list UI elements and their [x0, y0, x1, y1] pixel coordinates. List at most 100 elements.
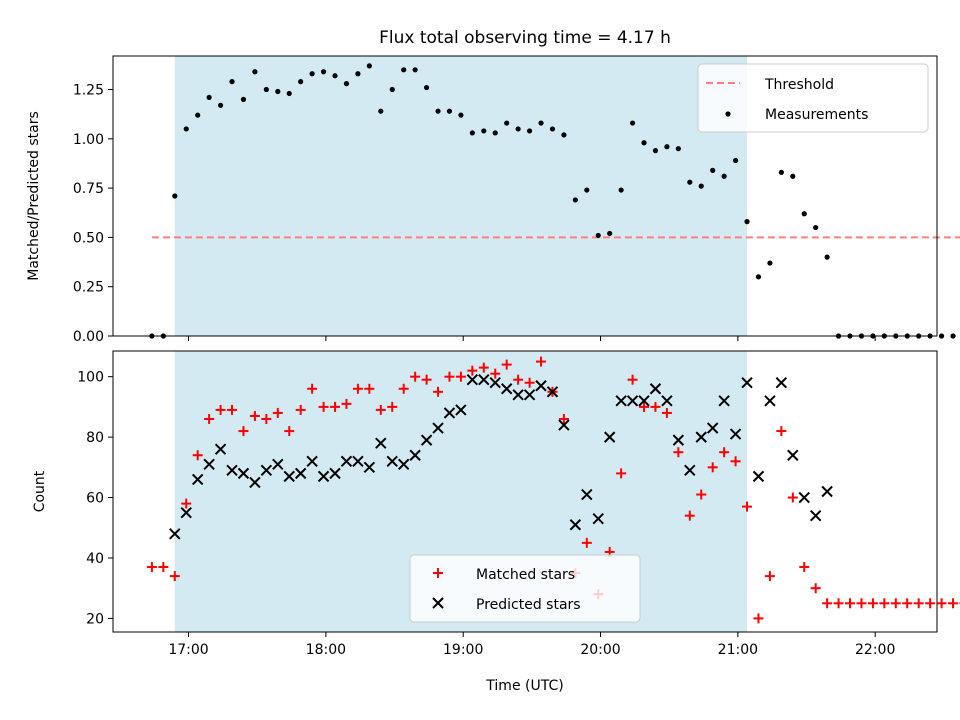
matched-star-point	[181, 498, 192, 509]
measurement-point	[195, 112, 201, 118]
measurement-point	[229, 79, 235, 85]
predicted-star-point	[787, 449, 799, 461]
measurement-point	[549, 126, 556, 132]
matched-star-point	[719, 447, 730, 458]
measurement-point	[366, 63, 372, 69]
matched-star-point	[650, 401, 661, 412]
matched-star-point	[318, 401, 329, 412]
predicted-star-point	[718, 395, 730, 407]
matched-star-point	[799, 562, 810, 573]
measurement-point	[515, 126, 521, 132]
matched-star-point	[890, 598, 901, 609]
matched-star-point	[707, 462, 718, 473]
matched-star-point	[238, 426, 249, 437]
predicted-star-point	[352, 455, 364, 467]
matched-star-point	[742, 501, 753, 512]
predicted-star-point	[672, 434, 685, 446]
measurement-point	[492, 130, 498, 136]
predicted-star-point	[432, 422, 444, 434]
matched-star-point	[444, 371, 455, 382]
measurement-point	[629, 120, 636, 126]
matched-star-point	[639, 401, 650, 412]
matched-star-point	[467, 365, 478, 376]
predicted-star-point	[500, 383, 513, 395]
matched-star-point	[158, 562, 169, 573]
measurement-point	[240, 96, 247, 102]
measurement-point	[378, 108, 384, 114]
predicted-star-point	[272, 458, 284, 471]
x-axis-label: Time (UTC)	[485, 678, 563, 694]
matched-star-point	[558, 413, 569, 424]
matched-star-point	[867, 598, 878, 609]
predicted-star-point	[489, 377, 501, 389]
matched-star-point	[913, 598, 924, 609]
predicted-star-point	[775, 377, 788, 389]
measurement-point	[401, 67, 407, 73]
measurement-point	[435, 108, 441, 114]
matched-star-point	[581, 537, 592, 548]
matched-star-point	[410, 371, 421, 382]
measurement-point	[309, 71, 315, 77]
predicted-star-point	[260, 464, 273, 477]
predicted-star-point	[443, 407, 456, 419]
legend-predicted-swatch	[432, 597, 444, 609]
matched-star-point	[307, 383, 318, 394]
matched-star-point	[421, 374, 432, 385]
measurement-point	[252, 69, 258, 75]
predicted-star-point	[558, 419, 570, 431]
measurement-point	[172, 193, 178, 199]
matched-star-point	[661, 407, 672, 418]
matched-star-point	[398, 383, 409, 394]
count-panel-frame	[112, 350, 938, 633]
ratio-panel-marks	[149, 63, 956, 339]
matched-star-point	[879, 598, 890, 609]
count-panel-marks	[146, 356, 960, 624]
count-y-axis-label: Count	[32, 470, 48, 512]
measurement-point	[286, 90, 292, 97]
matched-star-point	[284, 426, 295, 437]
matched-star-point	[696, 489, 707, 500]
predicted-star-point	[478, 373, 490, 386]
count-legend: Matched stars Predicted stars	[409, 554, 641, 623]
count-panel-ticks: 20 40 60 80 100 17:00 18:00 19:00 20:00 21:00 22:0…	[77, 370, 895, 658]
predicted-star-point	[249, 476, 261, 489]
matched-star-point	[490, 368, 501, 379]
predicted-star-point	[695, 431, 707, 443]
ratio-panel-ticks: 0.00 0.25 0.50 0.75 1.00 1.25	[73, 83, 876, 345]
predicted-star-point	[340, 455, 353, 467]
matched-star-point	[272, 407, 283, 418]
matched-star-point	[204, 413, 215, 424]
y-tick-label: 1.00	[73, 132, 104, 148]
predicted-star-point	[535, 380, 547, 392]
predicted-star-point	[294, 467, 307, 480]
y-tick-label: 20	[86, 611, 104, 627]
x-tick-label: 20:00	[580, 642, 620, 658]
predicted-star-point	[581, 488, 593, 501]
measurement-point	[263, 86, 269, 93]
predicted-star-point	[706, 422, 719, 434]
y-tick-label: 60	[86, 491, 104, 507]
predicted-star-point	[512, 389, 524, 401]
legend-threshold-label: Threshold	[764, 77, 834, 93]
predicted-star-point	[237, 467, 250, 480]
measurement-point	[618, 187, 624, 193]
predicted-star-point	[569, 519, 582, 531]
matched-star-point	[925, 598, 936, 609]
predicted-star-point	[397, 458, 410, 471]
predicted-star-point	[409, 449, 421, 461]
predicted-star-point	[546, 386, 559, 398]
measurement-point	[641, 140, 647, 146]
measurement-point	[698, 183, 704, 189]
matched-star-point	[776, 426, 787, 437]
predicted-star-point	[638, 395, 650, 407]
chart-title: Flux total observing time = 4.17 h	[379, 28, 671, 48]
predicted-star-point	[615, 395, 627, 407]
measurement-point	[217, 102, 224, 108]
matched-star-point	[501, 359, 512, 370]
measurement-point	[389, 86, 395, 93]
y-tick-label: 0.75	[73, 181, 104, 197]
matched-star-point	[387, 401, 398, 412]
measurement-point	[332, 73, 338, 79]
predicted-star-point	[191, 473, 204, 486]
matched-star-point	[146, 562, 157, 573]
